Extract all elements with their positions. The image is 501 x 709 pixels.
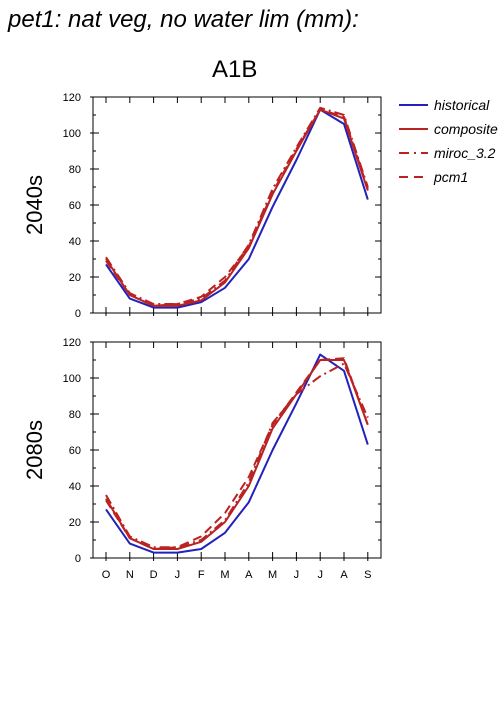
x-tick-label: M: [220, 569, 229, 581]
series-line-pcm1-2080s: [105, 357, 369, 550]
plot-frame-2040s: [92, 96, 382, 314]
y-tick-label: 40: [69, 236, 81, 248]
legend-label-miroc_3.2: miroc_3.2: [434, 145, 496, 161]
series-line-miroc_3.2-2040s: [105, 106, 369, 305]
x-tick-label: M: [268, 569, 277, 581]
x-tick-label: F: [198, 569, 205, 581]
series-line-historical-2080s: [105, 353, 369, 554]
y-tick-label: 60: [69, 200, 81, 212]
plot-frame-2080s: [92, 341, 382, 559]
x-tick-label: D: [150, 569, 158, 581]
series-line-miroc_3.2-2080s: [105, 362, 369, 549]
x-tick-label: A: [245, 569, 253, 581]
series-line-historical-2040s: [105, 108, 369, 309]
panel-label-2040s: 2040s: [22, 175, 47, 235]
x-tick-label: N: [126, 569, 134, 581]
y-tick-label: 40: [69, 481, 81, 493]
x-tick-label: J: [294, 569, 300, 581]
y-tick-label: 0: [75, 553, 81, 565]
chart-subtitle: A1B: [212, 56, 258, 83]
y-tick-label: 20: [69, 272, 81, 284]
panel-label-2080s: 2080s: [22, 420, 47, 480]
x-tick-label: O: [102, 569, 111, 581]
series-line-composite-2080s: [105, 359, 369, 550]
y-tick-label: 120: [63, 337, 81, 349]
legend-label-historical: historical: [434, 97, 490, 113]
y-tick-label: 20: [69, 517, 81, 529]
x-tick-label: J: [317, 569, 323, 581]
x-tick-label: A: [340, 569, 348, 581]
legend-label-composite: composite: [434, 121, 498, 137]
legend-label-pcm1: pcm1: [433, 169, 468, 185]
series-line-pcm1-2040s: [105, 108, 369, 307]
y-tick-label: 80: [69, 164, 81, 176]
y-tick-label: 100: [63, 373, 81, 385]
y-tick-label: 100: [63, 128, 81, 140]
series-line-composite-2040s: [105, 108, 369, 307]
y-tick-label: 60: [69, 445, 81, 457]
y-tick-label: 0: [75, 308, 81, 320]
chart-title: pet1: nat veg, no water lim (mm):: [8, 6, 359, 33]
y-tick-label: 120: [63, 92, 81, 104]
x-tick-label: S: [364, 569, 371, 581]
x-tick-label: J: [175, 569, 181, 581]
y-tick-label: 80: [69, 409, 81, 421]
